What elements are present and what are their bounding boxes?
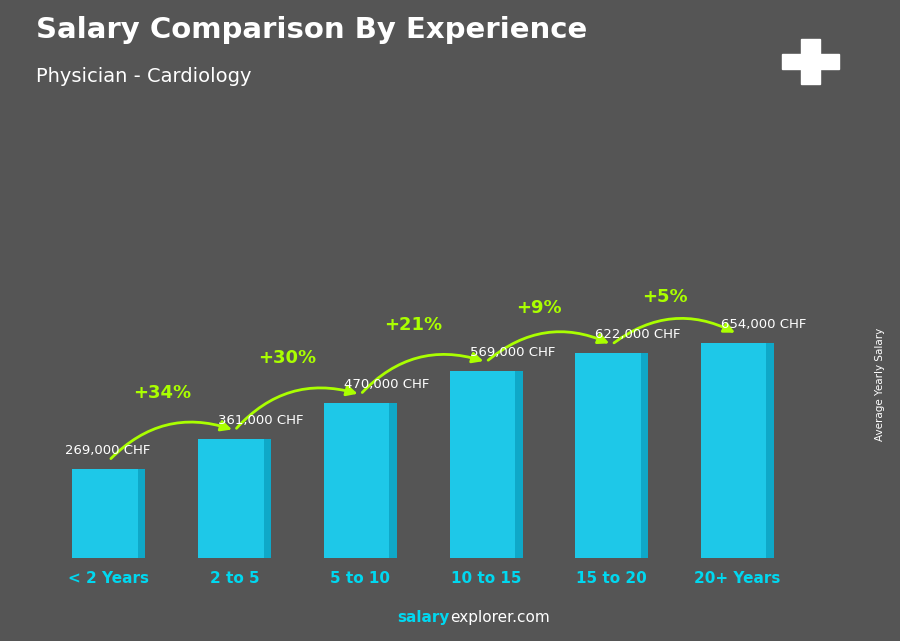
Text: +34%: +34%: [132, 385, 191, 403]
Text: +9%: +9%: [516, 299, 562, 317]
Text: salary: salary: [398, 610, 450, 625]
Polygon shape: [73, 469, 138, 558]
Text: 2 to 5: 2 to 5: [210, 570, 259, 586]
Text: Physician - Cardiology: Physician - Cardiology: [36, 67, 251, 87]
Text: 10 to 15: 10 to 15: [451, 570, 521, 586]
Text: Salary Comparison By Experience: Salary Comparison By Experience: [36, 16, 587, 44]
Polygon shape: [264, 439, 271, 558]
Polygon shape: [575, 353, 641, 558]
Polygon shape: [767, 343, 774, 558]
Text: 15 to 20: 15 to 20: [576, 570, 647, 586]
Text: 654,000 CHF: 654,000 CHF: [721, 318, 806, 331]
Text: +5%: +5%: [642, 288, 688, 306]
Polygon shape: [138, 469, 146, 558]
Text: 20+ Years: 20+ Years: [694, 570, 780, 586]
Polygon shape: [390, 403, 397, 558]
Text: < 2 Years: < 2 Years: [68, 570, 149, 586]
Text: 569,000 CHF: 569,000 CHF: [470, 345, 555, 359]
Text: 361,000 CHF: 361,000 CHF: [219, 414, 304, 427]
Text: 622,000 CHF: 622,000 CHF: [596, 328, 681, 341]
Polygon shape: [641, 353, 648, 558]
Text: +21%: +21%: [384, 316, 442, 334]
Text: 5 to 10: 5 to 10: [330, 570, 391, 586]
Bar: [782, 54, 839, 69]
Text: Average Yearly Salary: Average Yearly Salary: [875, 328, 886, 441]
Polygon shape: [198, 439, 264, 558]
Text: 470,000 CHF: 470,000 CHF: [344, 378, 429, 391]
Polygon shape: [515, 370, 523, 558]
Text: +30%: +30%: [258, 349, 317, 367]
Bar: [801, 39, 820, 84]
Text: 269,000 CHF: 269,000 CHF: [65, 444, 150, 458]
Polygon shape: [701, 343, 767, 558]
Polygon shape: [324, 403, 390, 558]
Polygon shape: [450, 370, 515, 558]
Text: explorer.com: explorer.com: [450, 610, 550, 625]
